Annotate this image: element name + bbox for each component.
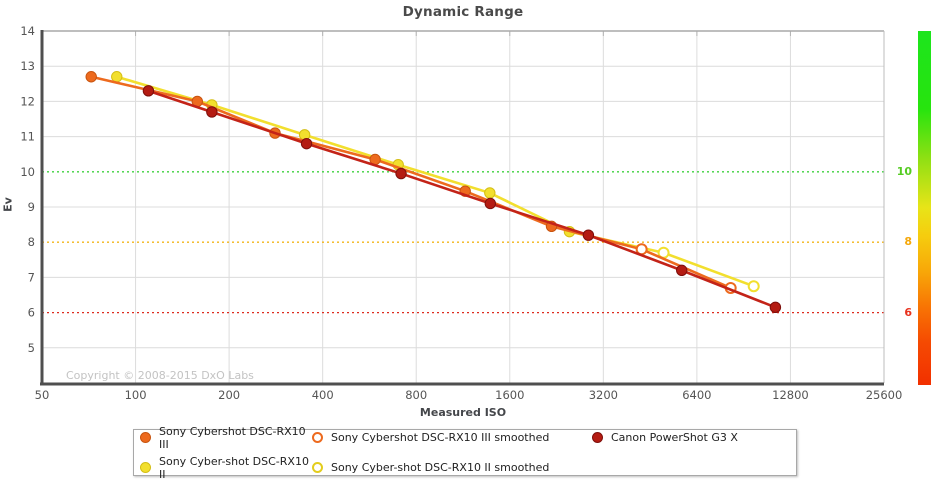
gradient-bar-label-6: 6: [904, 305, 912, 319]
legend-item-g3x[interactable]: Canon PowerShot G3 X: [592, 425, 790, 451]
legend-label: Sony Cyber-shot DSC-RX10 II smoothed: [331, 461, 550, 474]
svg-text:200: 200: [218, 388, 240, 402]
svg-text:13: 13: [20, 59, 35, 73]
legend-label: Sony Cybershot DSC-RX10 III: [159, 424, 306, 451]
svg-text:11: 11: [20, 130, 35, 144]
legend-item-rx10iii-smoothed[interactable]: Sony Cybershot DSC-RX10 III smoothed: [312, 425, 592, 451]
svg-text:25600: 25600: [866, 388, 903, 402]
svg-text:12800: 12800: [772, 388, 809, 402]
filled-circle-marker-icon: [140, 462, 151, 473]
svg-text:10: 10: [20, 165, 35, 179]
gradient-bar-label-10: 10: [896, 164, 912, 178]
legend-item-rx10ii[interactable]: Sony Cyber-shot DSC-RX10 II: [140, 455, 312, 481]
legend-label: Sony Cybershot DSC-RX10 III smoothed: [331, 431, 550, 444]
chart-title: Dynamic Range: [402, 4, 524, 20]
svg-text:100: 100: [125, 388, 147, 402]
svg-text:800: 800: [405, 388, 427, 402]
svg-text:5: 5: [28, 341, 35, 355]
filled-circle-marker-icon: [592, 432, 603, 443]
svg-text:400: 400: [312, 388, 334, 402]
svg-text:8: 8: [28, 235, 35, 249]
quality-gradient-bar: [918, 31, 931, 385]
open-circle-marker-icon: [312, 432, 323, 443]
legend: Sony Cybershot DSC-RX10 III Sony Cybersh…: [133, 425, 797, 481]
svg-text:14: 14: [20, 24, 35, 38]
open-circle-marker-icon: [312, 462, 323, 473]
y-axis-label: Ev: [1, 197, 15, 212]
legend-item-rx10ii-smoothed[interactable]: Sony Cyber-shot DSC-RX10 II smoothed: [312, 455, 592, 481]
legend-label: Sony Cyber-shot DSC-RX10 II: [159, 454, 309, 481]
copyright-text: Copyright © 2008-2015 DxO Labs: [66, 369, 254, 382]
svg-text:6: 6: [28, 306, 35, 320]
svg-text:7: 7: [28, 270, 35, 284]
filled-circle-marker-icon: [140, 432, 151, 443]
svg-text:6400: 6400: [682, 388, 711, 402]
gradient-bar-label-8: 8: [904, 235, 912, 249]
x-axis-label: Measured ISO: [419, 406, 507, 419]
svg-text:50: 50: [35, 388, 50, 402]
svg-text:3200: 3200: [589, 388, 618, 402]
svg-text:1600: 1600: [495, 388, 524, 402]
legend-label: Canon PowerShot G3 X: [611, 431, 738, 444]
chart-plot: 50 100 200 400 800 1600 3200 6400 12800 25600 14 13…: [20, 24, 903, 402]
legend-item-rx10iii[interactable]: Sony Cybershot DSC-RX10 III: [140, 425, 312, 451]
svg-text:9: 9: [28, 200, 35, 214]
svg-text:12: 12: [20, 94, 35, 108]
